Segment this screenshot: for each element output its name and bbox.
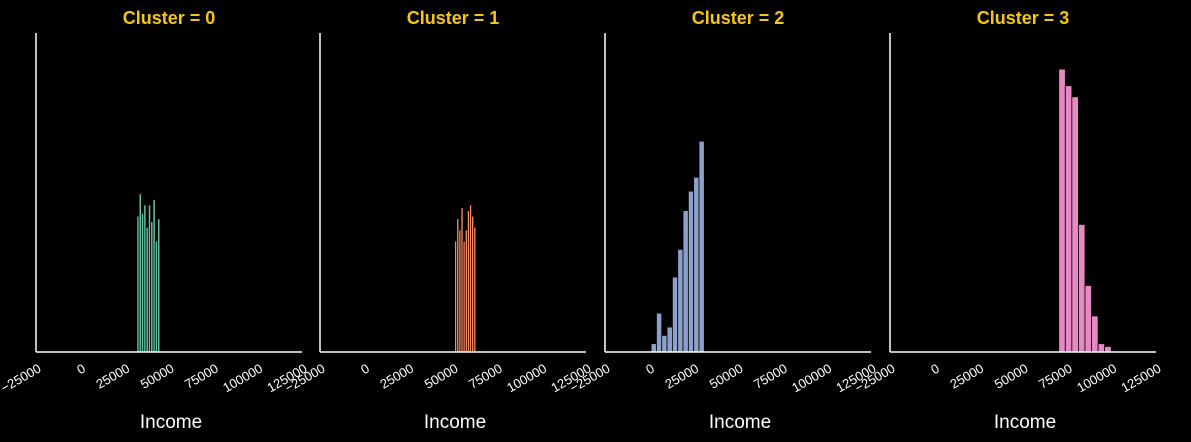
x-tick-label: 75000 (182, 361, 221, 392)
x-axis-label: Income (709, 412, 771, 433)
histogram-bar (1104, 346, 1112, 353)
x-tick-label: 100000 (789, 361, 834, 396)
x-tick-label: 0 (358, 361, 372, 378)
panel-title: Cluster = 2 (692, 8, 785, 28)
facet-panel-3: Cluster = 3 −25000 0 25000 50000 75000 100000 1… (852, 8, 1163, 433)
histogram-bar (661, 334, 668, 353)
x-tick-label: 75000 (751, 361, 790, 392)
x-tick-label: 50000 (707, 361, 746, 392)
x-axis-label: Income (140, 412, 202, 433)
x-tick-label: 75000 (1036, 361, 1075, 392)
x-tick-label: 50000 (138, 361, 177, 392)
histogram-bar (693, 176, 700, 353)
histogram-bar (671, 276, 679, 353)
x-tick-label: 100000 (220, 361, 265, 396)
x-tick-label: 25000 (93, 361, 132, 392)
x-tick-label: 25000 (662, 361, 701, 392)
histogram-bar (1064, 85, 1073, 353)
x-tick-label: 25000 (947, 361, 986, 392)
x-tick-label: 100000 (1074, 361, 1119, 396)
x-tick-label: −25000 (567, 361, 612, 396)
x-axis-label: Income (994, 412, 1056, 433)
histogram-bar (1084, 285, 1092, 353)
histogram-bar (666, 326, 673, 353)
facet-panel-1: Cluster = 1−25000 0 25000 50000 75000 100000 1… (282, 8, 593, 433)
x-tick-label: 0 (74, 361, 88, 378)
histogram-bar (682, 210, 689, 353)
x-tick-label: −25000 (0, 361, 43, 396)
histogram-bar (1091, 315, 1099, 353)
panel-title: Cluster = 0 (123, 8, 216, 28)
x-tick-label: 100000 (504, 361, 549, 396)
x-tick-label: 125000 (1118, 361, 1163, 396)
x-tick-label: 25000 (377, 361, 416, 392)
histogram-bar (157, 218, 161, 353)
histogram-bar (1097, 343, 1106, 353)
histogram-bar (698, 140, 705, 353)
panel-title: Cluster = 3 (977, 8, 1070, 28)
histogram-bar (1058, 68, 1066, 353)
x-tick-label: −25000 (852, 361, 897, 396)
x-tick-label: 75000 (466, 361, 505, 392)
x-tick-label: 0 (643, 361, 657, 378)
x-tick-label: 50000 (422, 361, 461, 392)
histogram-bar (650, 343, 657, 353)
x-tick-label: 0 (928, 361, 942, 378)
facet-panel-0: Cluster = 0−25000 0 25000 50000 75000 100000 1… (0, 8, 310, 433)
facet-panel-2: Cluster = 2−25000 0 25000 50000 75000 100000 1… (567, 8, 878, 433)
x-tick-label: 50000 (992, 361, 1031, 392)
x-axis-label: Income (424, 412, 486, 433)
histogram-bar (656, 312, 663, 353)
panel-title: Cluster = 1 (407, 8, 500, 28)
histogram-bar (1078, 223, 1086, 353)
histogram-bar (687, 190, 695, 353)
histogram-bar (473, 226, 477, 353)
histogram-bar (677, 248, 684, 353)
histogram-bar (1071, 96, 1079, 353)
